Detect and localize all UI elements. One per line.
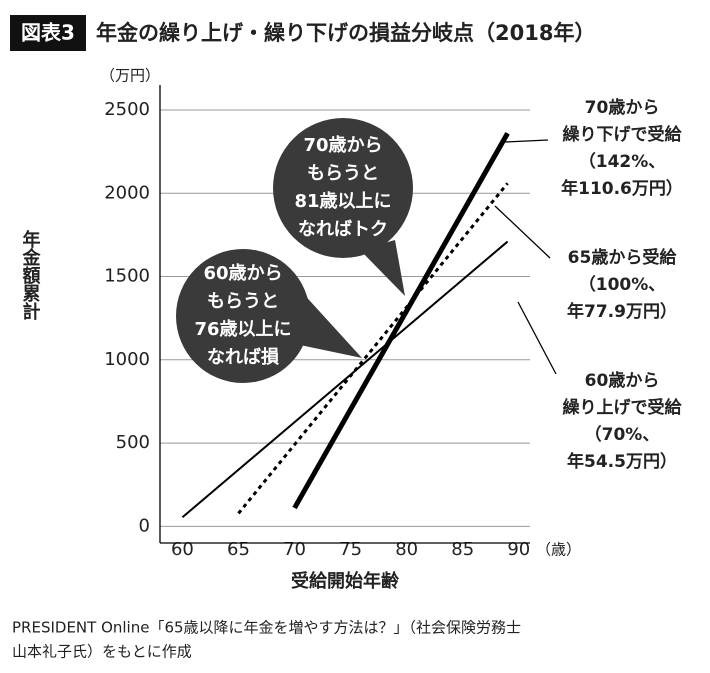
bubble-text: 76歳以上に [194,319,291,340]
leaders [494,139,557,375]
x-tick-label: 80 [395,539,418,560]
line-label: 年54.5万円） [567,451,677,472]
bubble [273,118,413,258]
x-tick-label: 75 [339,539,362,560]
bubble-text: なればトク [298,219,388,240]
line [237,182,509,515]
bubble-pointer [300,290,362,358]
y-tick-label: 2500 [104,99,150,120]
y-tick-label: 1500 [104,266,150,287]
bubble-text: もらうと [307,163,379,184]
bubble-text: 81歳以上に [294,191,391,212]
chart-title: 年金の繰り上げ・繰り下げの損益分岐点（2018年） [96,21,595,45]
source: 山本礼子氏）をもとに作成 [12,643,192,661]
badge: 図表3 [21,21,75,45]
line-label: 繰り上げで受給 [563,397,683,418]
line-label: 60歳から [585,370,660,391]
x-tick-label: 85 [451,539,474,560]
x-tick-label: 70 [283,539,306,560]
line-label: （142%、 [579,151,666,172]
x-unit: （歳） [536,541,581,559]
badge-bg [10,15,86,51]
line-label: 65歳から受給 [568,247,678,268]
bubble-text: 70歳から [303,135,382,156]
y-tick-label: 1000 [104,349,150,370]
y-tick-label: 2000 [104,182,150,203]
line [181,240,509,519]
x-tick-label: 65 [227,539,250,560]
source: PRESIDENT Online「65歳以降に年金を増やす方法は？」（社会保険労… [12,619,521,637]
line-label: 年110.6万円） [561,178,683,199]
line-label: 70歳から [585,97,660,118]
line-label: 繰り下げで受給 [563,124,683,145]
bubble-pointer [360,240,405,296]
bubble-text: もらうと [207,291,279,312]
line-label: （70%、 [585,424,660,445]
x-tick-label: 60 [171,539,194,560]
y-axis-label: 年金額累計 [20,229,42,321]
bubble-text: なれば損 [207,346,280,368]
x-axis-label: 受給開始年齢 [291,570,400,592]
y-tick-label: 0 [139,515,150,536]
line [292,132,510,510]
x-tick-label: 90 [507,539,530,560]
bubble-text: 60歳から [203,263,282,284]
bubble [176,249,310,383]
line-label: 年77.9万円） [567,301,677,322]
line-label: （100%、 [579,274,666,295]
y-unit: （万円） [100,67,160,85]
y-tick-label: 500 [116,432,150,453]
